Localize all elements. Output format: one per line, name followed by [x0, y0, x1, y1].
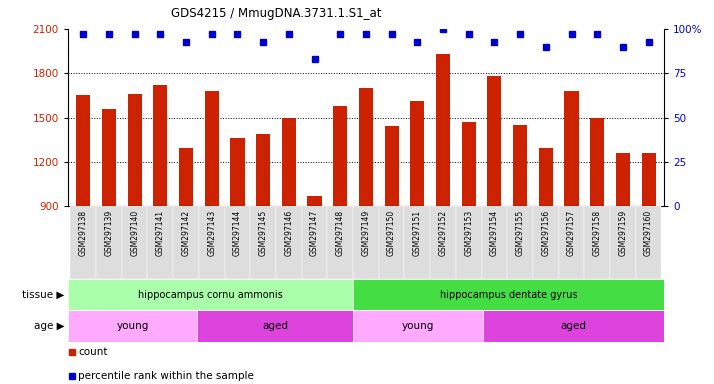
Text: tissue ▶: tissue ▶ — [22, 290, 64, 300]
Text: young: young — [116, 321, 149, 331]
Bar — [353, 279, 664, 310]
Bar — [256, 134, 270, 206]
Bar — [558, 206, 584, 279]
Bar — [635, 206, 661, 279]
Bar — [102, 109, 116, 206]
Bar — [302, 206, 328, 279]
Bar — [96, 206, 122, 279]
Bar — [404, 206, 430, 279]
Text: GSM297146: GSM297146 — [284, 210, 293, 256]
Text: GSM297152: GSM297152 — [438, 210, 448, 256]
Text: GSM297156: GSM297156 — [541, 210, 550, 256]
Text: GSM297144: GSM297144 — [233, 210, 242, 256]
Bar — [231, 138, 244, 206]
Text: age ▶: age ▶ — [34, 321, 64, 331]
Bar — [225, 206, 251, 279]
Bar — [179, 148, 193, 206]
Text: GSM297139: GSM297139 — [104, 210, 114, 256]
Text: aged: aged — [262, 321, 288, 331]
Text: GSM297142: GSM297142 — [181, 210, 191, 256]
Bar — [483, 310, 664, 342]
Bar — [513, 125, 527, 206]
Text: GSM297145: GSM297145 — [258, 210, 268, 256]
Bar — [174, 206, 199, 279]
Bar — [353, 310, 483, 342]
Bar — [154, 85, 167, 206]
Text: GSM297160: GSM297160 — [644, 210, 653, 256]
Bar — [282, 118, 296, 206]
Bar — [488, 76, 501, 206]
Text: GDS4215 / MmugDNA.3731.1.S1_at: GDS4215 / MmugDNA.3731.1.S1_at — [171, 7, 382, 20]
Bar — [590, 118, 604, 206]
Text: GSM297140: GSM297140 — [130, 210, 139, 256]
Text: GSM297150: GSM297150 — [387, 210, 396, 256]
Bar — [411, 101, 424, 206]
Text: GSM297138: GSM297138 — [79, 210, 88, 256]
Bar — [481, 206, 507, 279]
Text: GSM297147: GSM297147 — [310, 210, 319, 256]
Bar — [148, 206, 174, 279]
Bar — [68, 279, 353, 310]
Bar — [642, 153, 655, 206]
Bar — [430, 206, 456, 279]
Text: percentile rank within the sample: percentile rank within the sample — [79, 371, 254, 381]
Text: GSM297153: GSM297153 — [464, 210, 473, 256]
Bar — [333, 106, 347, 206]
Text: GSM297143: GSM297143 — [207, 210, 216, 256]
Bar — [353, 206, 378, 279]
Bar — [584, 206, 610, 279]
Bar — [565, 91, 578, 206]
Bar — [68, 310, 198, 342]
Text: GSM297157: GSM297157 — [567, 210, 576, 256]
Bar — [539, 148, 553, 206]
Bar — [276, 206, 302, 279]
Text: count: count — [79, 347, 108, 358]
Bar — [385, 126, 398, 206]
Bar — [122, 206, 148, 279]
Bar — [456, 206, 481, 279]
Bar — [76, 95, 90, 206]
Bar — [378, 206, 404, 279]
Bar — [616, 153, 630, 206]
Bar — [533, 206, 558, 279]
Bar — [462, 122, 476, 206]
Bar — [251, 206, 276, 279]
Bar — [359, 88, 373, 206]
Text: aged: aged — [560, 321, 586, 331]
Bar — [128, 94, 141, 206]
Text: GSM297148: GSM297148 — [336, 210, 345, 256]
Bar — [610, 206, 635, 279]
Text: GSM297149: GSM297149 — [361, 210, 371, 256]
Bar — [199, 206, 225, 279]
Text: GSM297155: GSM297155 — [516, 210, 525, 256]
Bar — [436, 54, 450, 206]
Bar — [507, 206, 533, 279]
Bar — [205, 91, 218, 206]
Text: GSM297151: GSM297151 — [413, 210, 422, 256]
Text: GSM297159: GSM297159 — [618, 210, 628, 256]
Bar — [71, 206, 96, 279]
Text: hippocampus dentate gyrus: hippocampus dentate gyrus — [440, 290, 577, 300]
Text: young: young — [401, 321, 434, 331]
Bar — [328, 206, 353, 279]
Bar — [308, 195, 321, 206]
Text: GSM297158: GSM297158 — [593, 210, 602, 256]
Text: GSM297154: GSM297154 — [490, 210, 499, 256]
Bar — [198, 310, 353, 342]
Text: GSM297141: GSM297141 — [156, 210, 165, 256]
Text: hippocampus cornu ammonis: hippocampus cornu ammonis — [138, 290, 283, 300]
